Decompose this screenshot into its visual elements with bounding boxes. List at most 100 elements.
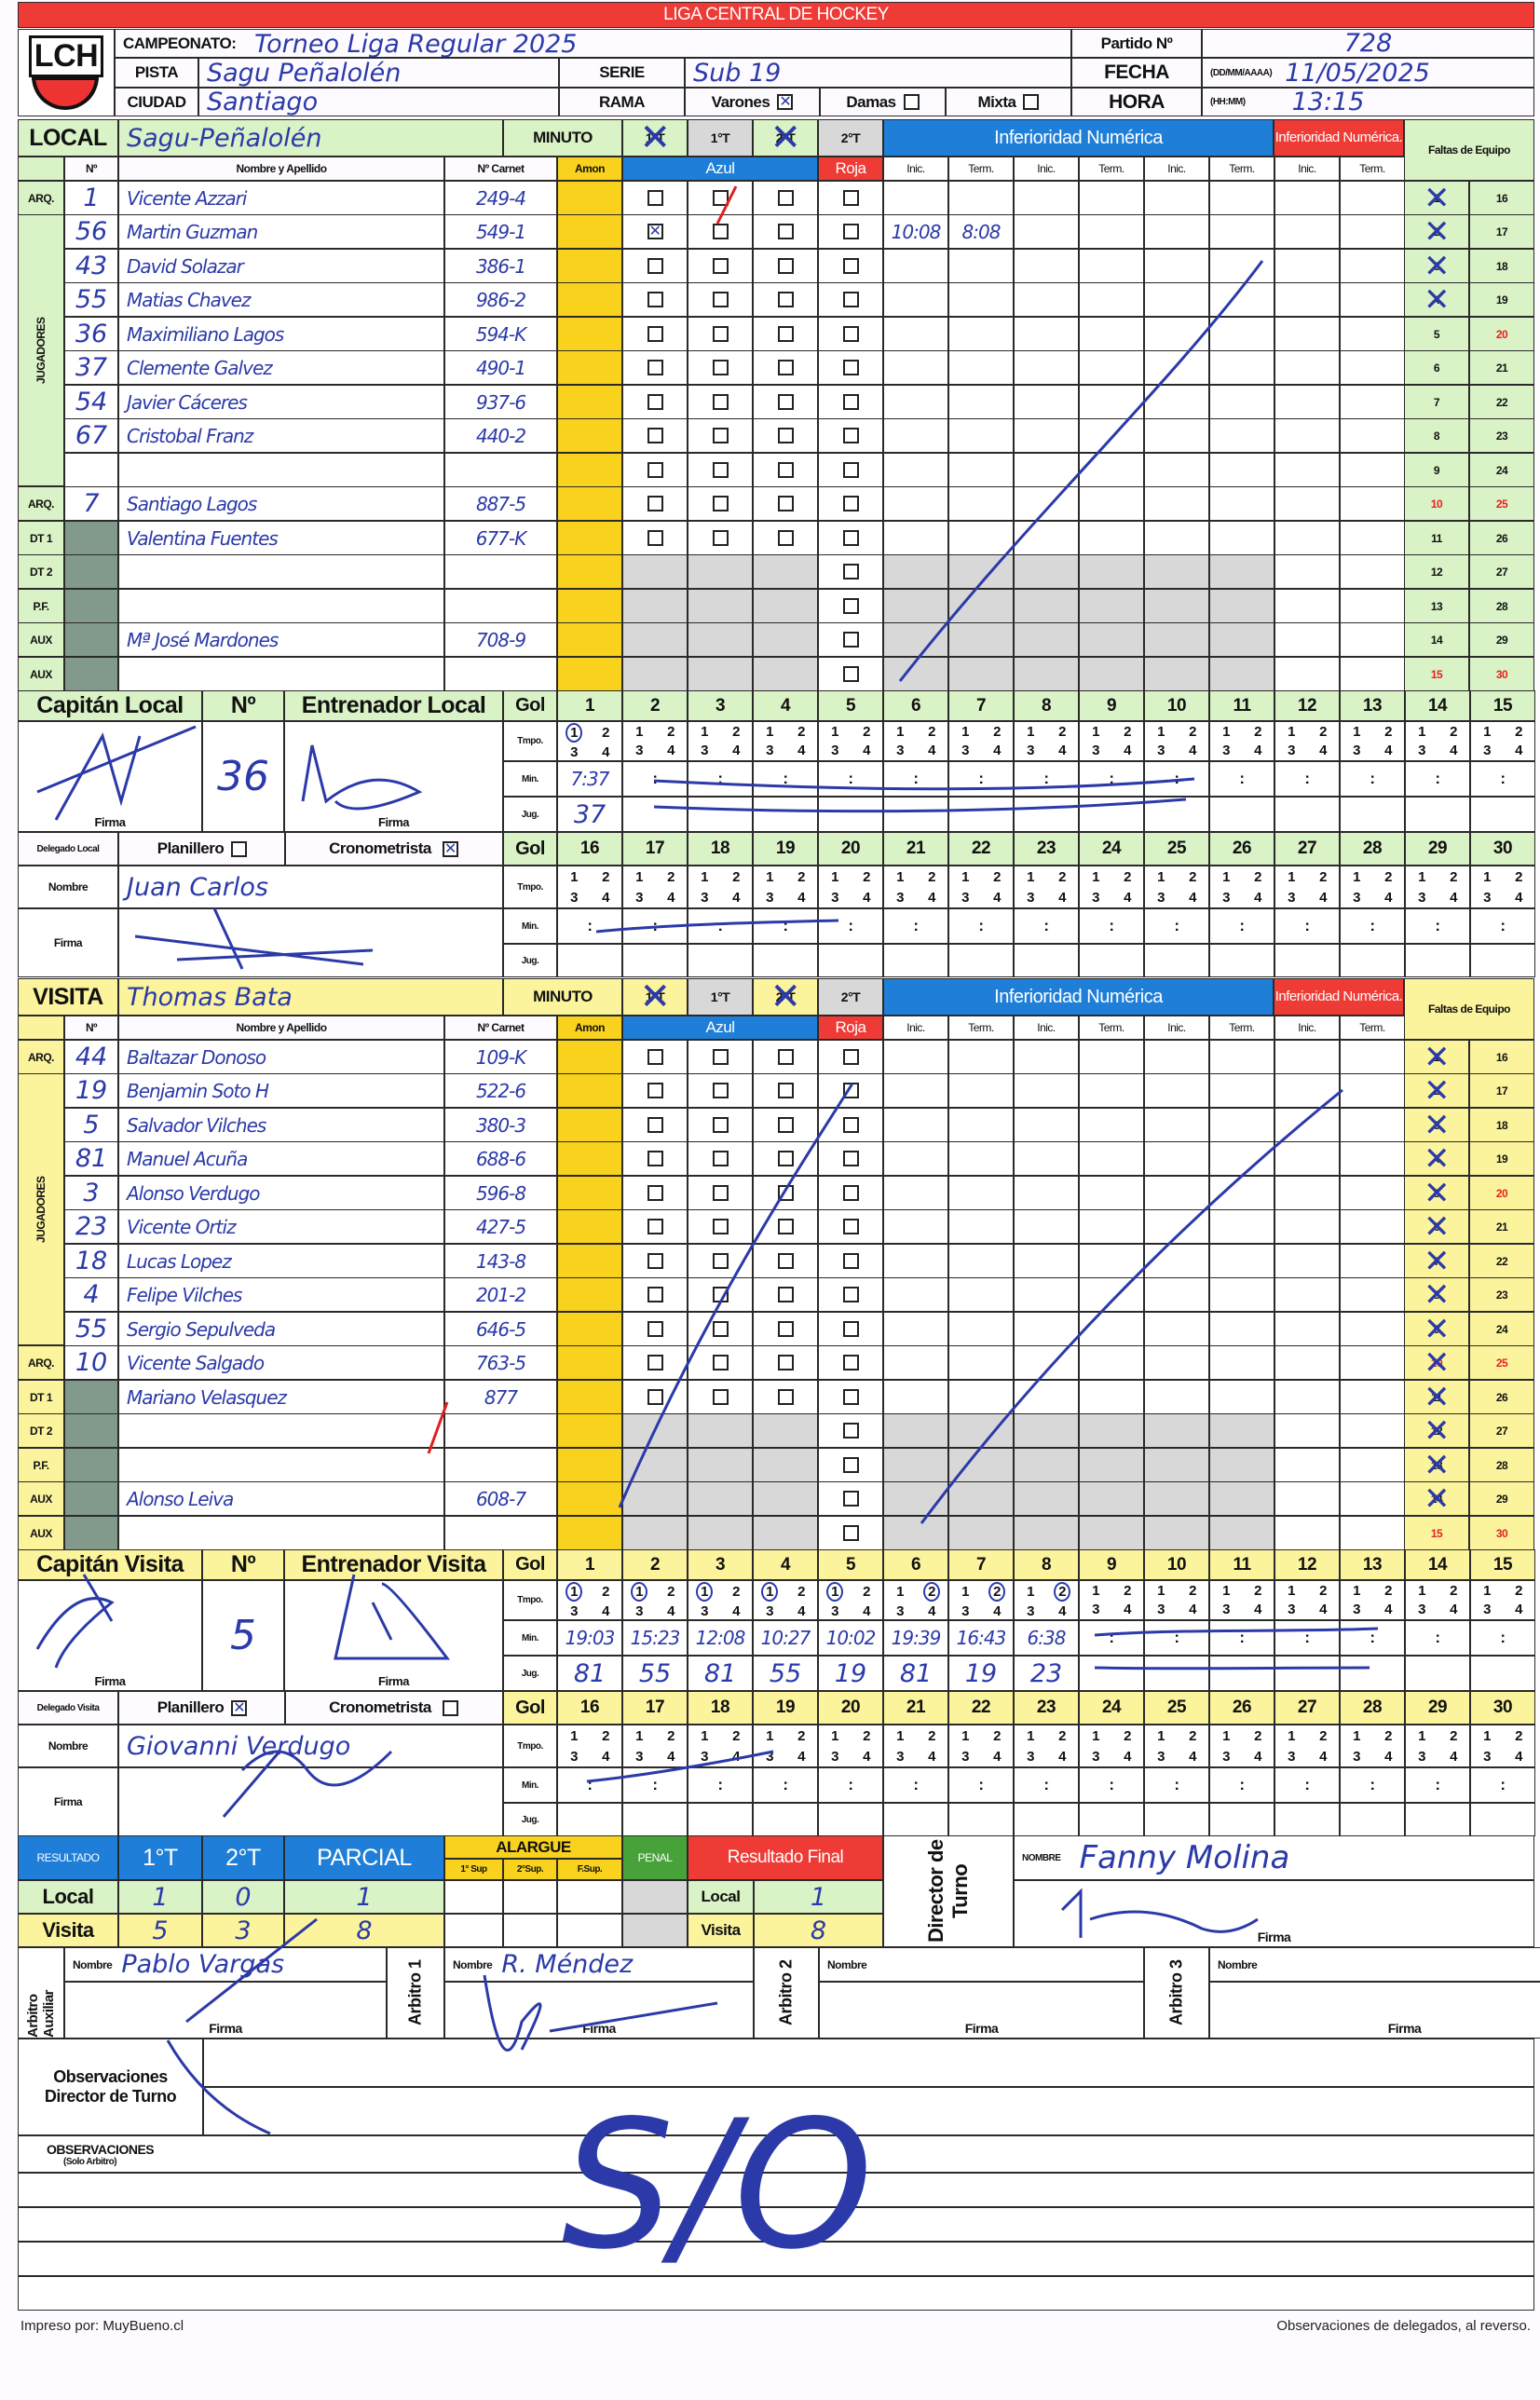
roja-card-checkbox[interactable] [842,1389,859,1405]
visita-foul-number[interactable]: 13 [1404,1448,1469,1482]
visita-captain-signature[interactable]: Firma [18,1580,202,1691]
referee-nombre-field[interactable]: Nombre R. Méndez [444,1947,754,1982]
local-goal-period-cell[interactable]: 1 2 3 4 [557,721,622,761]
local-goal-minute[interactable]: : [688,761,753,797]
local-cronometrista-option[interactable]: Cronometrista [284,832,503,866]
visita-goal-minute[interactable]: 10:27 [753,1620,818,1656]
visita-goal-player[interactable]: 81 [557,1656,622,1691]
local-goal-player[interactable] [1274,944,1340,977]
local-amon-cell[interactable] [557,317,622,351]
visita-inferioridad-cell[interactable] [1209,1176,1274,1210]
local-goal-minute[interactable]: : [753,761,818,797]
local-amon-cell[interactable] [557,622,622,657]
local-inferioridad-cell[interactable] [1079,554,1144,589]
local-inferioridad-cell[interactable] [1274,521,1340,555]
local-foul-number[interactable]: 17 [1469,214,1534,249]
local-foul-number[interactable]: 2 [1404,214,1469,249]
local-foul-number[interactable]: 4 [1404,282,1469,317]
local-inferioridad-cell[interactable] [1144,181,1209,215]
local-goal-period-cell[interactable]: 1 2 3 4 [883,866,948,908]
visita-foul-number[interactable]: 27 [1469,1413,1534,1448]
visita-goal-minute[interactable]: : [1274,1767,1340,1803]
visita-goal-player[interactable] [818,1803,883,1836]
local-player-carnet[interactable] [444,453,557,487]
visita-player-name[interactable]: Mariano Velasquez [118,1380,444,1414]
local-azul-cell[interactable] [688,385,753,419]
local-roja-cell[interactable] [818,181,883,215]
visita-goal-minute[interactable]: 12:08 [688,1620,753,1656]
local-inferioridad-cell[interactable] [948,317,1014,351]
visita-foul-number[interactable]: 1 [1404,1040,1469,1074]
local-player-name[interactable]: Santiago Lagos [118,486,444,521]
local-roja-cell[interactable] [818,249,883,283]
local-goal-minute[interactable]: : [1405,908,1470,944]
visita-inferioridad-cell[interactable] [1209,1413,1274,1448]
visita-inferioridad-cell[interactable] [1014,1209,1079,1244]
roja-card-checkbox[interactable] [842,632,859,648]
visita-goal-player[interactable] [1209,1803,1274,1836]
visita-player-number[interactable] [64,1516,118,1550]
visita-inferioridad-cell[interactable] [1144,1413,1209,1448]
visita-amon-cell[interactable] [557,1244,622,1278]
local-goal-period-cell[interactable]: 1 2 3 4 [1079,866,1144,908]
visita-goal-minute[interactable]: : [1405,1767,1470,1803]
roja-card-checkbox[interactable] [842,1287,859,1302]
local-inferioridad-cell[interactable] [1079,418,1144,453]
azul-card-checkbox[interactable] [647,190,663,206]
local-inferioridad-cell[interactable] [883,282,948,317]
visita-goal-player[interactable] [948,1803,1014,1836]
visita-inferioridad-cell[interactable] [1274,1448,1340,1482]
local-goal-minute[interactable]: : [1079,761,1144,797]
local-goal-minute[interactable]: : [1274,908,1340,944]
local-player-carnet[interactable]: 490-1 [444,350,557,385]
azul-card-checkbox[interactable] [712,1185,729,1201]
azul-card-checkbox[interactable] [777,1049,794,1065]
local-player-name[interactable]: Martin Guzman [118,214,444,249]
azul-card-checkbox[interactable] [777,1117,794,1133]
visita-goal-player[interactable] [1405,1656,1470,1691]
visita-inferioridad-cell[interactable] [1274,1380,1340,1414]
local-inferioridad-cell[interactable] [883,622,948,657]
visita-inferioridad-cell[interactable] [1340,1380,1405,1414]
local-inferioridad-cell[interactable] [1014,486,1079,521]
visita-foul-number[interactable]: 18 [1469,1108,1534,1142]
visita-goal-minute[interactable]: : [1144,1620,1209,1656]
visita-goal-period-cell[interactable]: 1 2 3 4 [948,1580,1014,1620]
local-azul-cell[interactable] [622,521,688,555]
local-inferioridad-cell[interactable] [883,554,948,589]
roja-card-checkbox[interactable] [842,1321,859,1337]
azul-card-checkbox[interactable] [647,258,663,274]
local-azul-cell[interactable] [753,249,818,283]
local-amon-cell[interactable] [557,385,622,419]
visita-inferioridad-cell[interactable] [948,1516,1014,1550]
local-foul-number[interactable]: 5 [1404,317,1469,351]
visita-inferioridad-cell[interactable] [1274,1413,1340,1448]
local-inferioridad-cell[interactable] [1144,657,1209,691]
azul-card-checkbox[interactable] [712,1083,729,1098]
roja-card-checkbox[interactable] [842,1355,859,1370]
azul-card-checkbox[interactable] [712,292,729,307]
visita-player-carnet[interactable]: 596-8 [444,1176,557,1210]
visita-inferioridad-cell[interactable] [1014,1448,1079,1482]
local-goal-period-cell[interactable]: 1 2 3 4 [1340,721,1405,761]
local-player-number[interactable]: 1 [64,181,118,215]
visita-player-carnet[interactable] [444,1413,557,1448]
visita-azul-cell[interactable] [622,1040,688,1074]
local-foul-number[interactable]: 16 [1469,181,1534,215]
local-foul-number[interactable]: 18 [1469,249,1534,283]
azul-card-checkbox[interactable] [777,258,794,274]
visita-roja-cell[interactable] [818,1244,883,1278]
visita-inferioridad-cell[interactable] [1079,1345,1144,1380]
visita-foul-number[interactable]: 12 [1404,1413,1469,1448]
local-foul-number[interactable]: 1 [1404,181,1469,215]
visita-goal-minute[interactable]: : [883,1767,948,1803]
visita-foul-number[interactable]: 4 [1404,1141,1469,1176]
local-player-name[interactable]: Cristobal Franz [118,418,444,453]
local-inferioridad-cell[interactable] [1340,350,1405,385]
visita-inferioridad-cell[interactable] [1144,1448,1209,1482]
planillero-checkbox[interactable] [231,840,248,857]
local-inferioridad-cell[interactable] [1209,249,1274,283]
local-inferioridad-cell[interactable] [1014,385,1079,419]
local-inferioridad-cell[interactable] [1340,181,1405,215]
local-player-carnet[interactable]: 986-2 [444,282,557,317]
